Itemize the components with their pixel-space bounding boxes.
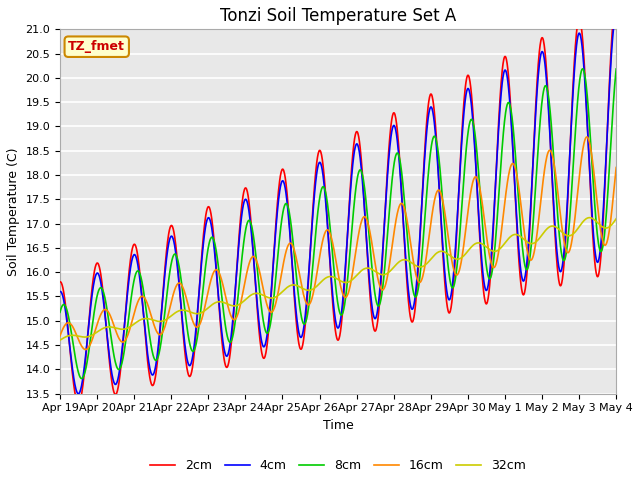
2cm bbox=[122, 303, 130, 309]
4cm bbox=[75, 391, 83, 396]
32cm bbox=[292, 282, 300, 288]
32cm bbox=[586, 215, 593, 220]
4cm bbox=[373, 312, 381, 317]
16cm bbox=[314, 264, 322, 270]
4cm bbox=[56, 288, 64, 294]
Text: TZ_fmet: TZ_fmet bbox=[68, 40, 125, 53]
32cm bbox=[122, 326, 129, 332]
16cm bbox=[583, 134, 591, 140]
4cm bbox=[304, 283, 312, 288]
4cm bbox=[314, 164, 322, 169]
2cm bbox=[292, 320, 300, 325]
16cm bbox=[373, 271, 381, 276]
2cm bbox=[100, 293, 108, 299]
8cm bbox=[612, 66, 620, 72]
Line: 4cm: 4cm bbox=[60, 15, 616, 394]
2cm bbox=[612, 0, 620, 3]
8cm bbox=[304, 310, 312, 315]
2cm bbox=[373, 324, 381, 329]
8cm bbox=[373, 300, 381, 306]
2cm bbox=[304, 288, 312, 293]
8cm bbox=[77, 376, 85, 382]
2cm bbox=[314, 152, 322, 158]
Line: 32cm: 32cm bbox=[60, 217, 616, 340]
4cm bbox=[122, 305, 130, 311]
8cm bbox=[314, 209, 322, 215]
16cm bbox=[82, 347, 90, 352]
4cm bbox=[100, 298, 108, 303]
Legend: 2cm, 4cm, 8cm, 16cm, 32cm: 2cm, 4cm, 8cm, 16cm, 32cm bbox=[145, 455, 531, 478]
32cm bbox=[372, 269, 380, 275]
2cm bbox=[56, 279, 64, 285]
8cm bbox=[579, 66, 587, 72]
16cm bbox=[292, 256, 300, 262]
8cm bbox=[100, 289, 108, 295]
4cm bbox=[292, 311, 300, 317]
16cm bbox=[304, 302, 312, 308]
Line: 16cm: 16cm bbox=[60, 137, 616, 349]
2cm bbox=[75, 401, 83, 407]
Title: Tonzi Soil Temperature Set A: Tonzi Soil Temperature Set A bbox=[220, 7, 456, 25]
Line: 2cm: 2cm bbox=[60, 0, 616, 404]
32cm bbox=[303, 288, 311, 293]
Line: 8cm: 8cm bbox=[60, 69, 616, 379]
16cm bbox=[122, 336, 130, 342]
8cm bbox=[56, 310, 64, 315]
16cm bbox=[612, 165, 620, 170]
4cm bbox=[612, 12, 620, 18]
16cm bbox=[100, 308, 108, 313]
8cm bbox=[292, 273, 300, 278]
32cm bbox=[56, 337, 64, 343]
16cm bbox=[56, 333, 64, 339]
Y-axis label: Soil Temperature (C): Soil Temperature (C) bbox=[7, 147, 20, 276]
32cm bbox=[612, 216, 620, 222]
32cm bbox=[314, 283, 321, 288]
X-axis label: Time: Time bbox=[323, 419, 353, 432]
32cm bbox=[99, 325, 107, 331]
8cm bbox=[122, 336, 130, 342]
